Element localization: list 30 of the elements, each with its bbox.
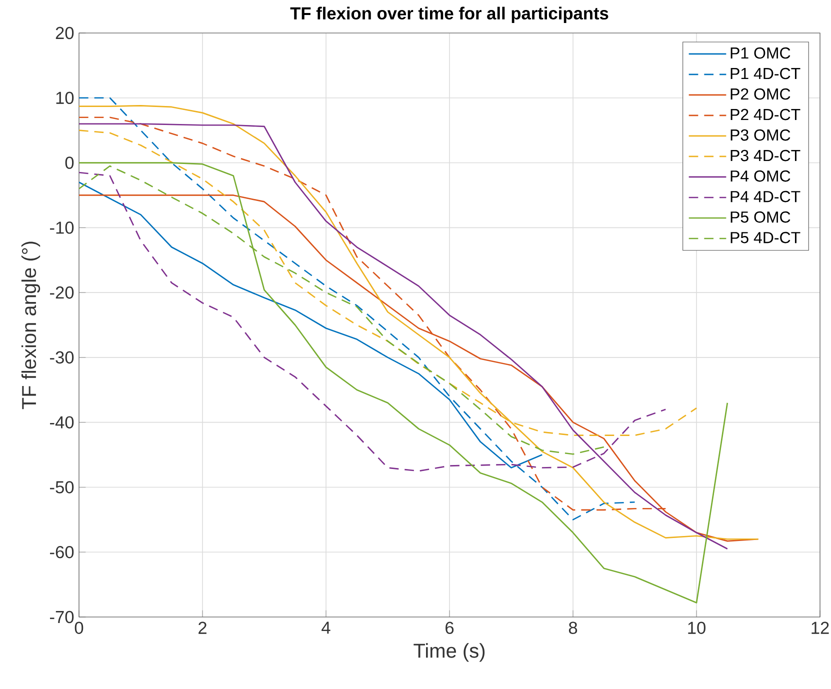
- legend-label: P4 OMC: [730, 170, 790, 182]
- y-tick-label: -70: [50, 610, 74, 624]
- legend-label: P3 4D-CT: [730, 150, 800, 162]
- legend-label: P1 OMC: [730, 47, 790, 59]
- y-tick-label: -60: [50, 546, 74, 558]
- y-tick-label: -10: [50, 222, 74, 234]
- y-tick-label: 20: [56, 26, 74, 40]
- x-tick-label: 0: [74, 622, 84, 634]
- x-tick-label: 10: [688, 622, 706, 634]
- legend-label: P3 OMC: [730, 129, 790, 141]
- legend-label: P5 4D-CT: [730, 232, 800, 244]
- y-tick-label: -30: [50, 351, 74, 364]
- y-tick-label: 0: [65, 156, 74, 169]
- legend-label: P2 OMC: [730, 88, 790, 100]
- y-tick-label: -20: [50, 286, 74, 299]
- x-tick-label: 2: [198, 622, 206, 634]
- legend-label: P2 4D-CT: [730, 108, 800, 120]
- legend-label: P1 4D-CT: [730, 68, 800, 80]
- legend-label: P4 4D-CT: [730, 190, 800, 202]
- legend-label: P5 OMC: [730, 211, 790, 223]
- chart-title: TF flexion over time for all participants: [290, 6, 608, 23]
- y-axis-title: TF flexion angle (°): [21, 242, 40, 410]
- y-tick-label: 10: [56, 92, 74, 104]
- y-tick-label: -40: [50, 416, 74, 428]
- x-tick-label: 4: [322, 622, 330, 634]
- x-tick-label: 6: [446, 622, 454, 634]
- x-axis-title: Time (s): [414, 643, 485, 662]
- x-tick-label: 12: [812, 622, 829, 634]
- x-tick-label: 8: [568, 622, 578, 634]
- y-tick-label: -50: [50, 481, 74, 494]
